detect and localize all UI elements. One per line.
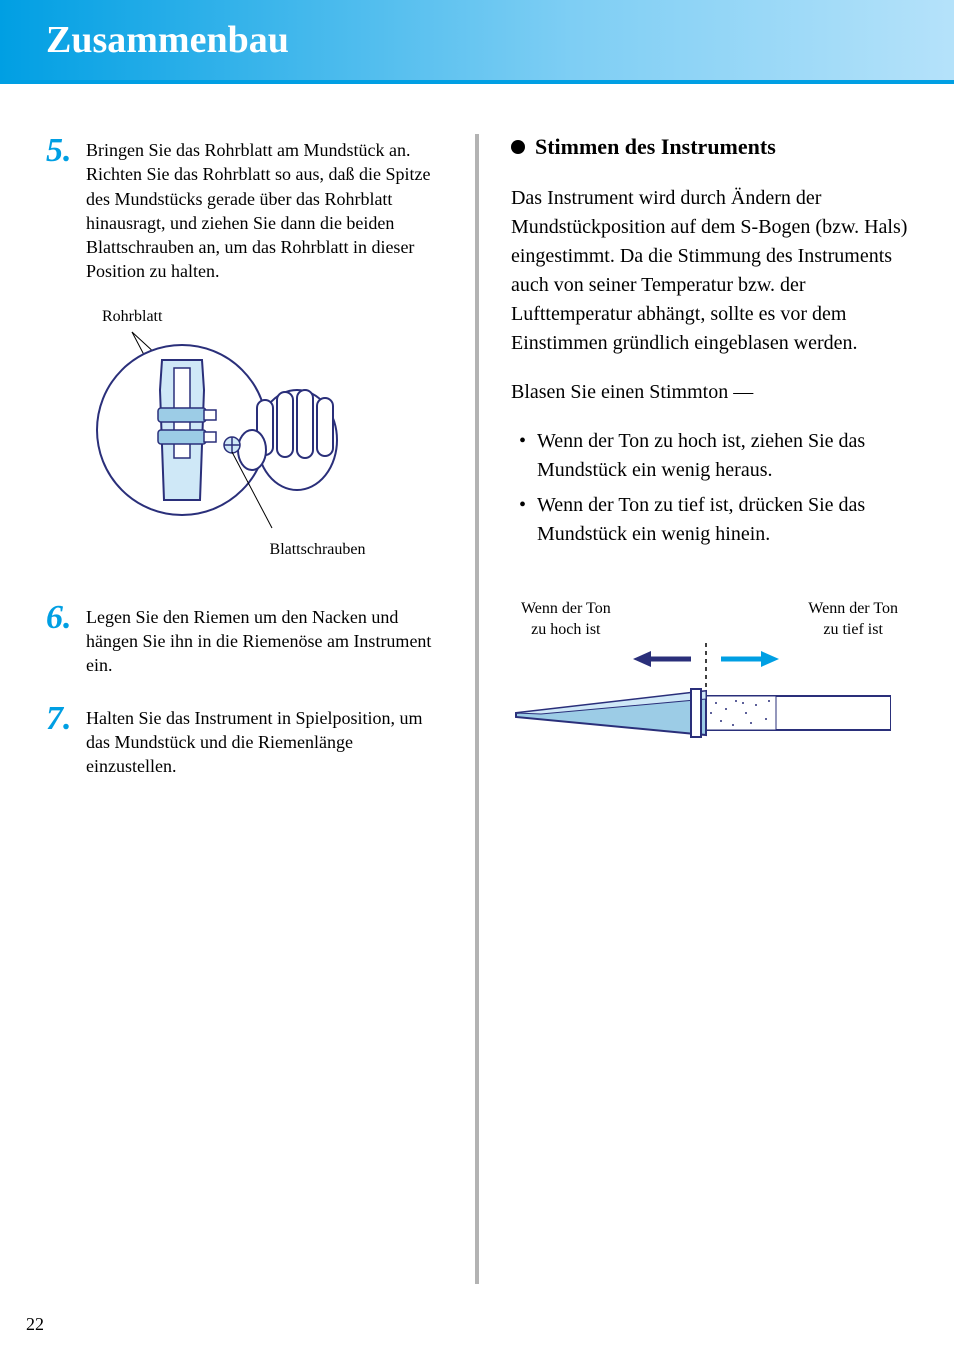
heading-bullet-icon (511, 140, 525, 154)
diagram-tuning: Wenn der Ton zu hoch ist Wenn der Ton zu… (511, 599, 908, 766)
section-heading: Stimmen des Instruments (511, 134, 908, 160)
column-divider (475, 134, 479, 1284)
label-too-low: Wenn der Ton zu tief ist (808, 599, 898, 641)
tuning-instruction: Blasen Sie einen Stimmton — (511, 378, 908, 407)
step-5: 5. Bringen Sie das Rohrblatt am Mundstüc… (46, 134, 443, 284)
page-title: Zusammenbau (46, 18, 954, 62)
step-text: Legen Sie den Riemen um den Nacken und h… (86, 601, 443, 678)
reed-diagram-svg (82, 330, 382, 530)
list-item: Wenn der Ton zu hoch ist, ziehen Sie das… (537, 427, 908, 485)
heading-text: Stimmen des Instruments (535, 134, 776, 160)
page-header: Zusammenbau (0, 0, 954, 84)
step-number: 6. (46, 601, 86, 635)
label-too-high: Wenn der Ton zu hoch ist (521, 599, 611, 641)
content-area: 5. Bringen Sie das Rohrblatt am Mundstüc… (0, 86, 954, 1284)
tuning-diagram-svg (511, 641, 891, 761)
step-7: 7. Halten Sie das Instrument in Spielpos… (46, 702, 443, 779)
left-column: 5. Bringen Sie das Rohrblatt am Mundstüc… (46, 134, 443, 1284)
step-number: 7. (46, 702, 86, 736)
list-item: Wenn der Ton zu tief ist, drücken Sie da… (537, 491, 908, 549)
tuning-diagram-labels: Wenn der Ton zu hoch ist Wenn der Ton zu… (511, 599, 908, 641)
diagram-label-reed: Rohrblatt (102, 308, 443, 326)
step-6: 6. Legen Sie den Riemen um den Nacken un… (46, 601, 443, 678)
tuning-bullet-list: Wenn der Ton zu hoch ist, ziehen Sie das… (511, 427, 908, 549)
tuning-paragraph: Das Instrument wird durch Ändern der Mun… (511, 184, 908, 358)
right-column: Stimmen des Instruments Das Instrument w… (511, 134, 908, 1284)
step-number: 5. (46, 134, 86, 168)
diagram-reed-screws: Rohrblatt (82, 308, 443, 559)
step-text: Bringen Sie das Rohrblatt am Mundstück a… (86, 134, 443, 284)
step-text: Halten Sie das Instrument in Spielpositi… (86, 702, 443, 779)
diagram-label-screws: Blattschrauben (192, 541, 443, 559)
page-number: 22 (26, 1314, 44, 1335)
